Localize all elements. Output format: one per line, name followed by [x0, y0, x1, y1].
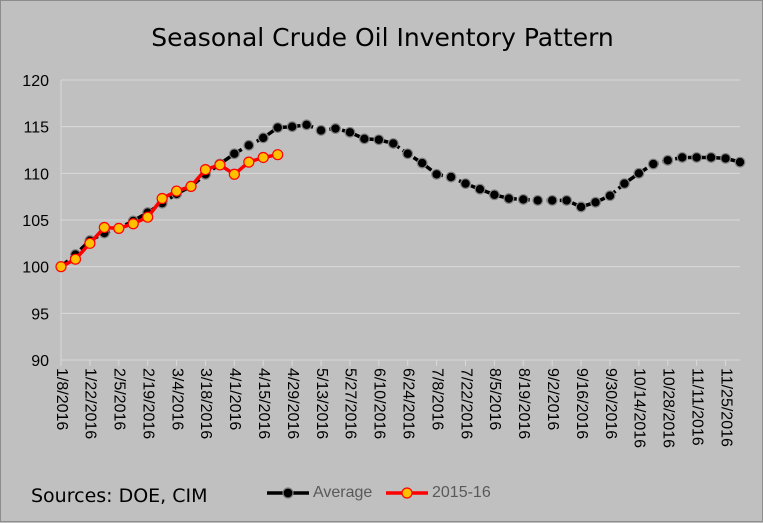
data-point-2015-16 — [170, 185, 183, 197]
x-tick-label: 2/19/2016 — [139, 368, 156, 439]
legend-label-2015-16: 2015-16 — [432, 484, 491, 501]
data-point-2015-16 — [113, 222, 125, 234]
y-tick-label: 105 — [22, 213, 49, 230]
x-tick-label: 5/27/2016 — [342, 368, 359, 439]
y-tick-label: 95 — [31, 306, 49, 323]
x-tick-label: 1/8/2016 — [53, 368, 70, 430]
data-point-average — [662, 154, 674, 166]
data-point-average — [590, 196, 601, 208]
data-point-average — [546, 194, 558, 206]
data-point-2015-16 — [199, 164, 212, 176]
x-tick-label: 10/14/2016 — [631, 368, 648, 448]
x-tick-label: 6/24/2016 — [399, 368, 416, 439]
data-point-average — [460, 178, 471, 190]
data-point-average — [676, 152, 688, 163]
chart-title: Seasonal Crude Oil Inventory Pattern — [151, 23, 614, 52]
data-point-average — [330, 123, 341, 134]
x-tick-label: 9/30/2016 — [602, 368, 619, 439]
x-tick-label: 3/4/2016 — [168, 368, 185, 430]
x-tick-label: 3/18/2016 — [197, 368, 214, 439]
data-point-average — [561, 194, 573, 206]
x-tick-label: 4/15/2016 — [255, 368, 272, 439]
data-point-2015-16 — [127, 218, 139, 230]
data-point-2015-16 — [84, 237, 96, 249]
x-tick-label: 4/29/2016 — [284, 368, 301, 439]
series-line-2015-16 — [60, 152, 279, 269]
legend-swatch-average — [267, 487, 309, 499]
x-tick-label: 4/1/2016 — [226, 368, 243, 430]
data-point-average — [647, 158, 659, 170]
y-tick-label: 120 — [22, 73, 49, 90]
data-point-average — [705, 152, 717, 163]
x-tick-label: 10/28/2016 — [660, 368, 677, 448]
data-point-average — [517, 194, 529, 205]
data-point-average — [445, 171, 457, 183]
data-point-2015-16 — [156, 192, 168, 205]
data-point-2015-16 — [69, 253, 82, 265]
legend-item-2015-16: 2015-16 — [386, 483, 491, 503]
x-tick-label: 8/19/2016 — [515, 368, 532, 439]
data-point-average — [228, 148, 240, 160]
y-tick-label: 115 — [23, 120, 49, 137]
data-point-average — [272, 122, 284, 133]
data-point-2015-16 — [214, 159, 226, 171]
legend-item-average: Average — [267, 483, 372, 503]
data-point-2015-16 — [228, 168, 240, 180]
data-point-average — [431, 168, 443, 180]
x-tick-label: 6/10/2016 — [371, 368, 388, 439]
data-point-average — [373, 134, 385, 146]
x-tick-label: 8/5/2016 — [486, 368, 503, 430]
data-point-average — [315, 124, 327, 136]
data-point-average — [358, 133, 370, 145]
source-note: Sources: DOE, CIM — [31, 485, 208, 507]
x-tick-label: 2/5/2016 — [111, 368, 128, 430]
legend-label-average: Average — [313, 484, 373, 501]
data-point-average — [402, 148, 414, 160]
data-point-2015-16 — [142, 211, 154, 223]
data-point-average — [575, 201, 587, 213]
x-tick-label: 11/25/2016 — [717, 368, 734, 447]
x-tick-label: 9/2/2016 — [544, 368, 561, 430]
data-point-average — [257, 132, 269, 144]
data-point-average — [489, 189, 500, 201]
data-point-average — [633, 167, 645, 179]
data-point-2015-16 — [243, 156, 255, 168]
data-point-average — [387, 138, 399, 149]
data-point-average — [474, 183, 486, 195]
x-tick-label: 1/22/2016 — [82, 368, 99, 439]
y-tick-label: 90 — [31, 353, 49, 370]
data-point-2015-16 — [55, 261, 67, 273]
data-point-2015-16 — [98, 221, 110, 234]
x-tick-label: 9/16/2016 — [573, 368, 590, 439]
data-point-average — [243, 139, 255, 151]
data-point-average — [734, 156, 746, 168]
data-point-2015-16 — [272, 149, 284, 161]
y-tick-label: 100 — [22, 260, 49, 277]
data-point-average — [344, 126, 356, 138]
data-point-2015-16 — [257, 151, 269, 164]
data-point-average — [532, 194, 544, 206]
data-point-average — [604, 190, 616, 202]
x-tick-label: 5/13/2016 — [313, 368, 330, 439]
data-point-average — [691, 152, 703, 163]
legend-swatch-2015-16 — [386, 487, 428, 499]
data-point-average — [720, 152, 731, 164]
x-tick-label: 7/22/2016 — [457, 368, 474, 439]
x-tick-label: 11/11/2016 — [688, 368, 705, 446]
data-point-average — [286, 121, 298, 133]
data-point-average — [619, 178, 630, 190]
data-point-average — [301, 119, 312, 131]
x-tick-label: 7/8/2016 — [428, 368, 445, 430]
data-point-2015-16 — [185, 180, 197, 192]
data-point-average — [503, 193, 515, 204]
y-tick-label: 110 — [23, 166, 49, 183]
data-point-average — [416, 157, 428, 169]
